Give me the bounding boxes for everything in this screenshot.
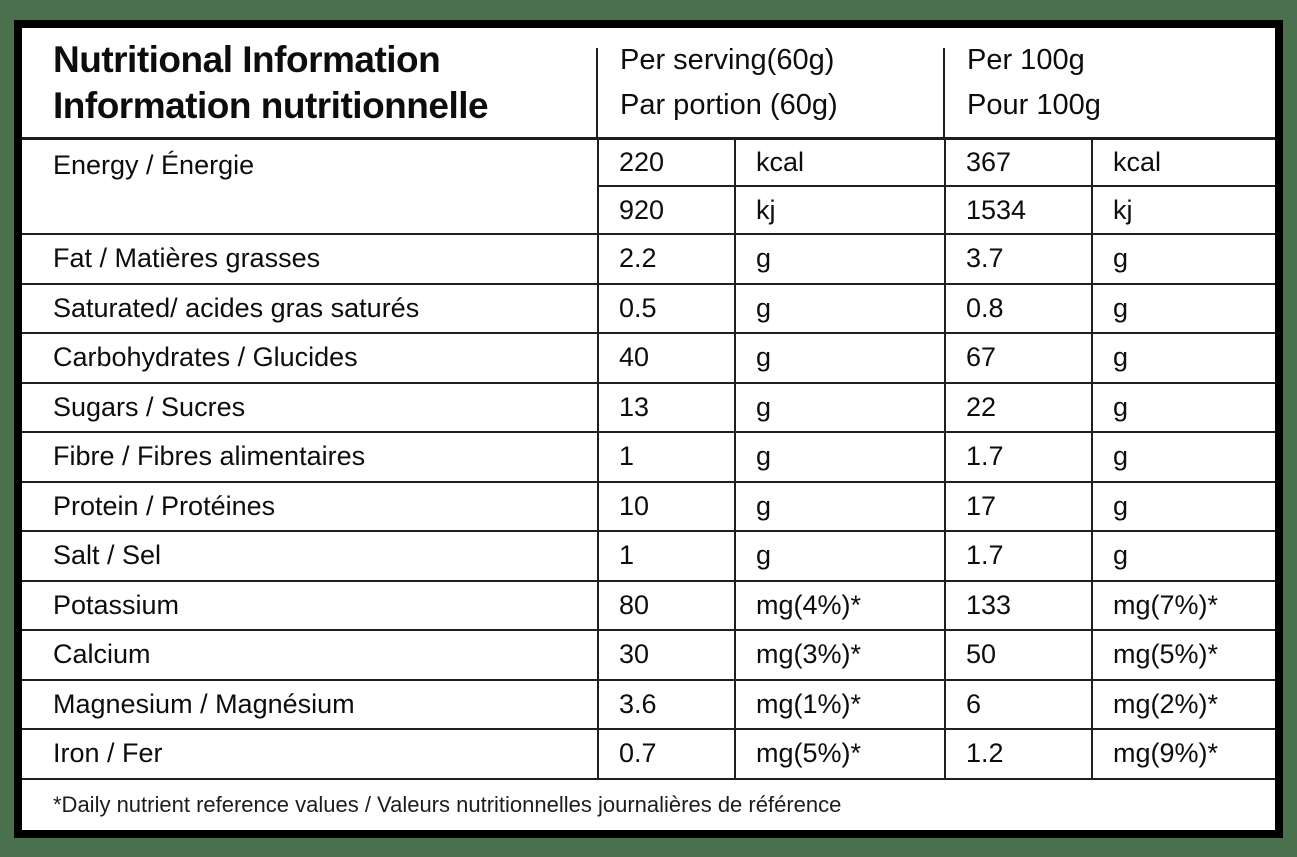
unit-per-serving: g (734, 233, 944, 283)
nutrient-label: Fat / Matières grasses (22, 233, 597, 283)
value-per-100g: 367 (944, 137, 1091, 185)
value-per-serving: 13 (597, 381, 734, 431)
value-per-serving: 30 (597, 629, 734, 679)
column-header-per-100g-fr: Pour 100g (967, 88, 1101, 121)
value-per-serving: 1 (597, 431, 734, 481)
unit-per-100g: kcal (1091, 137, 1275, 185)
value-per-100g: 17 (944, 480, 1091, 530)
column-header-per-100g-en: Per 100g (967, 43, 1085, 76)
unit-per-serving: kcal (734, 137, 944, 185)
unit-per-100g: g (1091, 282, 1275, 332)
value-per-100g: 6 (944, 678, 1091, 728)
value-per-serving: 10 (597, 480, 734, 530)
unit-per-serving: mg(1%)* (734, 678, 944, 728)
nutrient-label: Sugars / Sucres (22, 381, 597, 432)
unit-per-100g: g (1091, 431, 1275, 481)
value-per-serving: 80 (597, 579, 734, 629)
nutrient-label: Protein / Protéines (22, 480, 597, 531)
column-header-per-serving-fr: Par portion (60g) (620, 88, 838, 121)
unit-per-serving: mg(5%)* (734, 728, 944, 778)
value-per-serving: 0.5 (597, 282, 734, 332)
unit-per-100g: g (1091, 233, 1275, 283)
unit-per-100g: g (1091, 480, 1275, 530)
unit-per-serving: mg(3%)* (734, 629, 944, 679)
unit-per-100g: g (1091, 381, 1275, 431)
value-per-100g: 50 (944, 629, 1091, 679)
nutrient-label: Salt / Sel (22, 530, 597, 580)
unit-per-100g: mg(9%)* (1091, 728, 1275, 778)
value-per-100g: 1.2 (944, 728, 1091, 778)
unit-per-serving: g (734, 431, 944, 481)
unit-per-100g: mg(5%)* (1091, 629, 1275, 679)
value-per-serving: 40 (597, 332, 734, 382)
table-title-en: Nutritional Information (53, 38, 441, 80)
unit-per-serving: mg(4%)* (734, 579, 944, 629)
table-title: Nutritional Information Information nutr… (22, 28, 597, 137)
unit-per-100g: g (1091, 530, 1275, 580)
nutrient-label: Iron / Fer (22, 728, 597, 778)
nutrition-table: Nutritional Information Information nutr… (22, 28, 1275, 830)
unit-per-100g: mg(2%)* (1091, 678, 1275, 728)
unit-per-serving: g (734, 381, 944, 431)
nutrient-label: Calcium (22, 629, 597, 679)
footnote: *Daily nutrient reference values / Valeu… (22, 777, 1275, 830)
unit-per-serving: g (734, 480, 944, 530)
unit-per-serving: g (734, 332, 944, 382)
value-per-100g: 133 (944, 579, 1091, 629)
value-per-serving: 1 (597, 530, 734, 580)
column-header-per-serving: Per serving(60g) Par portion (60g) (596, 28, 944, 137)
value-per-serving: 920 (597, 185, 734, 233)
value-per-100g: 0.8 (944, 282, 1091, 332)
value-per-100g: 67 (944, 332, 1091, 382)
unit-per-100g: g (1091, 332, 1275, 382)
unit-per-serving: g (734, 530, 944, 580)
value-per-serving: 2.2 (597, 233, 734, 283)
value-per-serving: 0.7 (597, 728, 734, 778)
nutrient-label: Saturated/ acides gras saturés (22, 282, 597, 333)
nutrient-label: Fibre / Fibres alimentaires (22, 431, 597, 481)
unit-per-100g: mg(7%)* (1091, 579, 1275, 629)
unit-per-100g: kj (1091, 185, 1275, 233)
nutrient-label: Energy / Énergie (22, 137, 597, 233)
unit-per-serving: g (734, 282, 944, 332)
value-per-100g: 1534 (944, 185, 1091, 233)
unit-per-serving: kj (734, 185, 944, 233)
value-per-100g: 1.7 (944, 431, 1091, 481)
value-per-100g: 1.7 (944, 530, 1091, 580)
value-per-100g: 22 (944, 381, 1091, 431)
value-per-serving: 3.6 (597, 678, 734, 728)
table-title-fr: Information nutritionnelle (53, 84, 489, 126)
value-per-100g: 3.7 (944, 233, 1091, 283)
value-per-serving: 220 (597, 137, 734, 185)
nutrient-label: Carbohydrates / Glucides (22, 332, 597, 382)
nutrition-label-card: Nutritional Information Information nutr… (14, 20, 1283, 838)
column-header-per-serving-en: Per serving(60g) (620, 43, 835, 76)
nutrient-label: Potassium (22, 579, 597, 630)
column-header-per-100g: Per 100g Pour 100g (943, 28, 1275, 137)
nutrient-label: Magnesium / Magnésium (22, 678, 597, 729)
